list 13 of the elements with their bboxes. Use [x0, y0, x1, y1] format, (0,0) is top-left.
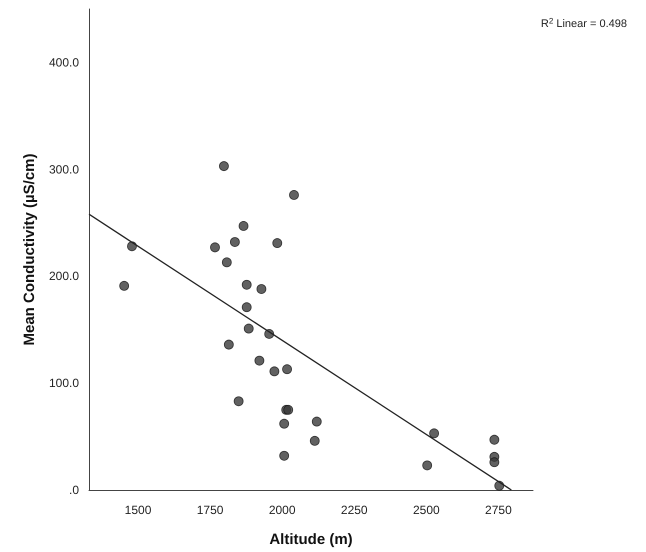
y-tick-label: 200.0	[48, 269, 80, 284]
y-tick-label: 400.0	[48, 55, 80, 70]
x-tick-label: 1500	[124, 503, 152, 517]
y-tick-label: 100.0	[48, 376, 80, 390]
x-tick-label: 2500	[412, 503, 440, 517]
x-tick-label: 2250	[340, 503, 368, 517]
x-axis-title: Altitude (m)	[269, 531, 353, 548]
x-tick-label: 2750	[485, 503, 512, 517]
y-axis-title: Mean Conductivity (µS/cm)	[21, 154, 38, 346]
x-tick-label: 2000	[268, 503, 296, 517]
y-tick-label: .0	[68, 483, 80, 497]
x-tick-label: 1750	[196, 503, 224, 517]
y-tick-label: 300.0	[48, 162, 80, 176]
